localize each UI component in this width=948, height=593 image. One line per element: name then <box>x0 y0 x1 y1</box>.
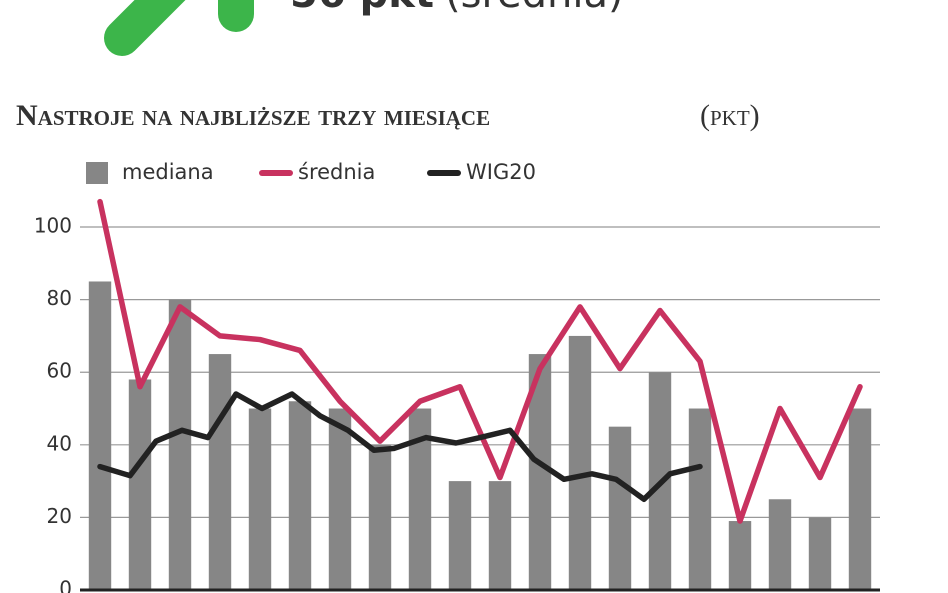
y-tick-label: 20 <box>47 504 72 528</box>
bar <box>408 408 432 590</box>
y-tick-label: 100 <box>34 214 72 238</box>
chart-title: Nastroje na najbliższe trzy miesiące <box>16 99 490 132</box>
y-tick-label: 0 <box>59 577 72 593</box>
bar <box>328 408 352 590</box>
bar <box>168 299 192 590</box>
bar <box>688 408 712 590</box>
bar <box>608 426 632 590</box>
headline-note: (średnia) <box>445 0 624 17</box>
bar <box>848 408 872 590</box>
line-series <box>97 198 863 524</box>
legend-label: mediana <box>122 160 214 184</box>
bar <box>288 401 312 590</box>
bar <box>528 354 552 590</box>
legend-label: WIG20 <box>466 160 536 184</box>
y-tick-label: 80 <box>47 286 72 310</box>
legend-label: średnia <box>298 160 375 184</box>
bar <box>488 481 512 590</box>
bar <box>448 481 472 590</box>
line-series <box>97 391 703 503</box>
legend-swatch <box>86 162 108 184</box>
bar <box>248 408 272 590</box>
logo-icon <box>104 0 254 56</box>
bar <box>88 281 112 590</box>
bar <box>808 517 832 590</box>
bar <box>728 521 752 590</box>
chart-unit: (pkt) <box>700 99 760 132</box>
headline: 56 pkt <box>290 0 434 17</box>
y-tick-label: 60 <box>47 359 72 383</box>
bar <box>768 499 792 590</box>
bar <box>128 379 152 590</box>
bar <box>208 354 232 590</box>
bar <box>568 335 592 590</box>
y-tick-label: 40 <box>47 431 72 455</box>
bar <box>368 444 392 590</box>
